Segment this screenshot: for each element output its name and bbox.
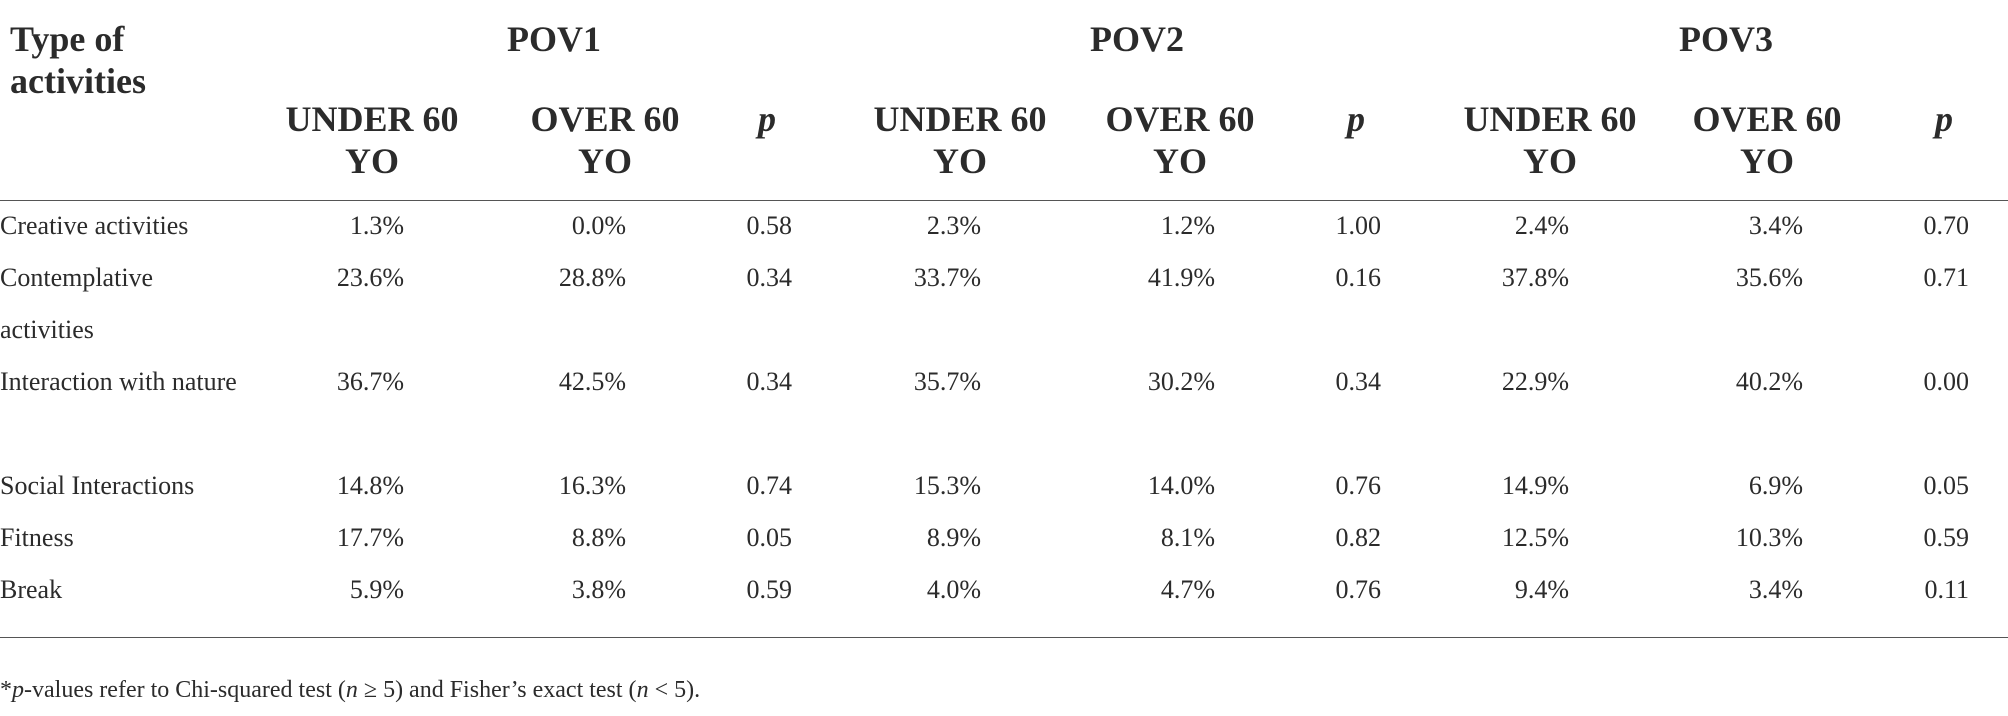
- row-label: Interaction with nature: [0, 367, 237, 396]
- cell-pov1-over60: 28.8%: [558, 263, 626, 292]
- cell-pov1-over60: 0.0%: [571, 211, 626, 240]
- cell-pov3-under60: 2.4%: [1514, 211, 1569, 240]
- subheader-pov1-p: p: [758, 99, 776, 139]
- cell-pov3-p: 0.70: [1923, 211, 1970, 240]
- group-header-pov3: POV3: [1679, 19, 1773, 59]
- cell-pov2-under60: 15.3%: [913, 471, 981, 500]
- cell-pov2-p: 1.00: [1335, 211, 1382, 240]
- subheader-pov2-over60: OVER 60 YO: [1105, 99, 1255, 181]
- cell-pov2-over60: 1.2%: [1160, 211, 1215, 240]
- subheader-pov1-over60: OVER 60 YO: [530, 99, 680, 181]
- cell-pov3-over60: 6.9%: [1748, 471, 1803, 500]
- cell-pov2-over60: 4.7%: [1160, 575, 1215, 604]
- cell-pov1-over60: 8.8%: [571, 523, 626, 552]
- footnote-cond2: < 5).: [648, 677, 701, 703]
- cell-pov2-p: 0.16: [1335, 263, 1382, 292]
- footnote-n2: n: [636, 677, 649, 703]
- cell-pov3-under60: 12.5%: [1501, 523, 1569, 552]
- row-label-header: Type of activities: [10, 19, 146, 101]
- cell-pov3-over60: 35.6%: [1735, 263, 1803, 292]
- row-label: Fitness: [0, 523, 74, 552]
- cell-pov3-under60: 14.9%: [1501, 471, 1569, 500]
- cell-pov2-p: 0.34: [1335, 367, 1382, 396]
- row-label: Social Interactions: [0, 471, 195, 500]
- cell-pov1-p: 0.74: [746, 471, 793, 500]
- cell-pov2-over60: 8.1%: [1160, 523, 1215, 552]
- cell-pov3-under60: 9.4%: [1514, 575, 1569, 604]
- subheader-pov1-under60: UNDER 60 YO: [285, 99, 459, 181]
- cell-pov2-under60: 8.9%: [926, 523, 981, 552]
- bottom-rule: [0, 637, 2008, 638]
- cell-pov2-over60: 30.2%: [1147, 367, 1215, 396]
- cell-pov1-p: 0.34: [746, 263, 793, 292]
- footnote-p: p: [12, 677, 24, 703]
- cell-pov1-under60: 14.8%: [336, 471, 404, 500]
- footnote-cond1: ≥ 5) and Fisher’s exact test (: [357, 677, 637, 703]
- cell-pov1-over60: 42.5%: [558, 367, 626, 396]
- cell-pov1-p: 0.05: [746, 523, 793, 552]
- cell-pov2-p: 0.76: [1335, 575, 1382, 604]
- footnote-star: *: [0, 677, 12, 703]
- cell-pov1-p: 0.59: [746, 575, 793, 604]
- cell-pov3-p: 0.05: [1923, 471, 1970, 500]
- subheader-pov2-under60: UNDER 60 YO: [873, 99, 1047, 181]
- footnote-text1: -values refer to Chi-squared test (: [24, 677, 346, 703]
- cell-pov3-under60: 37.8%: [1501, 263, 1569, 292]
- cell-pov2-p: 0.82: [1335, 523, 1382, 552]
- cell-pov3-over60: 3.4%: [1748, 211, 1803, 240]
- group-header-pov1: POV1: [507, 19, 601, 59]
- subheader-pov3-over60: OVER 60 YO: [1692, 99, 1842, 181]
- cell-pov3-over60: 40.2%: [1735, 367, 1803, 396]
- cell-pov3-p: 0.71: [1923, 263, 1970, 292]
- cell-pov2-under60: 4.0%: [926, 575, 981, 604]
- subheader-pov2-p: p: [1347, 99, 1365, 139]
- cell-pov2-under60: 33.7%: [913, 263, 981, 292]
- cell-pov3-over60: 3.4%: [1748, 575, 1803, 604]
- row-label: Creative activities: [0, 211, 189, 240]
- subheader-pov3-under60: UNDER 60 YO: [1463, 99, 1637, 181]
- cell-pov1-p: 0.58: [746, 211, 793, 240]
- cell-pov2-p: 0.76: [1335, 471, 1382, 500]
- cell-pov3-p: 0.59: [1923, 523, 1970, 552]
- cell-pov1-p: 0.34: [746, 367, 793, 396]
- cell-pov1-over60: 3.8%: [571, 575, 626, 604]
- cell-pov1-under60: 5.9%: [349, 575, 404, 604]
- cell-pov2-under60: 35.7%: [913, 367, 981, 396]
- cell-pov1-under60: 1.3%: [349, 211, 404, 240]
- cell-pov1-under60: 17.7%: [336, 523, 404, 552]
- cell-pov2-over60: 14.0%: [1147, 471, 1215, 500]
- header-rule: [0, 200, 2008, 201]
- cell-pov3-p: 0.11: [1924, 575, 1969, 604]
- cell-pov1-over60: 16.3%: [558, 471, 626, 500]
- cell-pov3-under60: 22.9%: [1501, 367, 1569, 396]
- cell-pov3-p: 0.00: [1923, 367, 1970, 396]
- cell-pov1-under60: 23.6%: [336, 263, 404, 292]
- group-header-pov2: POV2: [1090, 19, 1184, 59]
- cell-pov2-over60: 41.9%: [1147, 263, 1215, 292]
- cell-pov2-under60: 2.3%: [926, 211, 981, 240]
- row-label: Contemplative activities: [0, 263, 154, 344]
- footnote-n1: n: [345, 677, 358, 703]
- cell-pov3-over60: 10.3%: [1735, 523, 1803, 552]
- footnote: *p-values refer to Chi-squared test (n ≥…: [0, 672, 700, 708]
- subheader-pov3-p: p: [1935, 99, 1953, 139]
- row-label: Break: [0, 575, 63, 604]
- cell-pov1-under60: 36.7%: [336, 367, 404, 396]
